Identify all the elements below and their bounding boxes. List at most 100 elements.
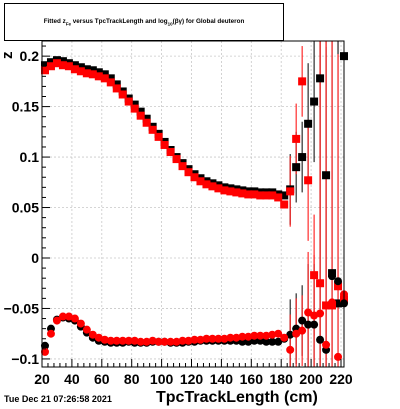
y-tick-label: 0.05 [12,200,39,216]
data-point-circle [238,332,247,341]
data-point-circle [334,277,343,286]
x-tick-label: 80 [124,371,140,387]
data-point-square [136,107,145,116]
data-point-circle [286,330,295,339]
data-point-square [112,84,121,93]
data-point-square [292,163,301,172]
x-tick-label: 200 [299,371,323,387]
data-point-square [322,171,331,180]
data-point-square [316,74,325,83]
data-point-circle [256,331,265,340]
data-point-circle [226,333,235,342]
data-point-circle [274,337,283,346]
data-point-square [238,189,247,198]
data-point-square [304,176,313,185]
data-point-square [94,68,103,77]
x-tick-label: 100 [150,371,174,387]
data-point-circle [136,337,145,346]
data-point-square [46,58,55,67]
data-point-circle [298,316,307,325]
data-point-circle [292,329,301,338]
y-tick-label: 0.1 [20,149,40,165]
data-point-square [70,65,79,74]
data-point-circle [142,337,151,346]
x-tick-label: 160 [240,371,264,387]
data-point-circle [250,331,259,340]
data-point-square [334,299,343,308]
data-point-circle [304,308,313,317]
data-point-square [322,301,331,310]
data-point-circle [190,335,199,344]
data-point-circle [40,347,49,356]
data-point-circle [160,337,169,346]
data-point-square [298,153,307,162]
y-tick-label: −0.05 [4,300,40,316]
x-tick-label: 220 [329,371,353,387]
x-tick-label: 120 [180,371,204,387]
data-point-circle [304,320,313,329]
data-point-circle [310,320,319,329]
axis-ticks [41,45,342,367]
data-point-circle [52,316,61,325]
data-point-square [184,168,193,177]
data-point-circle [154,337,163,346]
y-tick-label: 0 [31,250,39,266]
data-point-circle [148,336,157,345]
data-point-square [106,78,115,87]
data-point-square [58,61,67,70]
data-point-circle [130,336,139,345]
x-tick-label: 20 [34,371,50,387]
data-point-square [52,59,61,68]
data-point-circle [322,340,331,349]
data-point-circle [268,330,277,339]
chart-title-box: Fitted zFe versus TpcTrackLength and log… [4,3,284,41]
data-point-square [100,74,109,83]
data-point-square [142,114,151,123]
timestamp: Tue Dec 21 07:26:58 2021 [4,394,112,404]
data-point-square [214,184,223,193]
data-point-circle [82,325,91,334]
data-point-circle [76,319,85,328]
data-point-square [88,70,97,79]
data-point-square [304,119,313,128]
data-point-square [112,80,121,89]
data-point-square [310,271,319,280]
data-point-square [178,162,187,171]
x-tick-label: 140 [210,371,234,387]
data-point-circle [118,336,127,345]
data-point-square [40,66,49,75]
grid-lines [41,41,344,367]
data-point-circle [196,335,205,344]
data-point-square [154,132,163,141]
data-point-square [280,191,289,200]
data-marks [40,52,348,361]
data-point-circle [262,337,271,346]
data-point-square [130,104,139,113]
y-tick-label: 0.2 [20,48,40,64]
data-point-circle [46,329,55,338]
data-point-square [142,118,151,127]
x-tick-label: 60 [94,371,110,387]
data-point-circle [232,333,241,342]
data-point-square [58,57,67,66]
plot-frame [41,40,345,368]
data-point-square [106,74,115,83]
data-point-square [46,62,55,71]
tick-labels: 20 40 60 80 100 120 140 160 180 200 220 −0.1 −0.05 0 0… [4,48,353,387]
data-point-circle [172,337,181,346]
data-point-square [124,97,133,106]
y-tick-label: 0.15 [12,99,39,115]
data-point-square [148,125,157,134]
data-point-square [172,155,181,164]
data-point-circle [70,314,79,323]
data-point-circle [334,352,343,361]
data-point-square [232,188,241,197]
data-point-square [286,187,295,196]
x-axis-label: TpcTrackLength (cm) [156,389,318,406]
data-point-circle [106,336,115,345]
data-point-circle [214,334,223,343]
data-point-circle [184,336,193,345]
data-point-circle [316,335,325,344]
data-point-circle [58,312,67,321]
